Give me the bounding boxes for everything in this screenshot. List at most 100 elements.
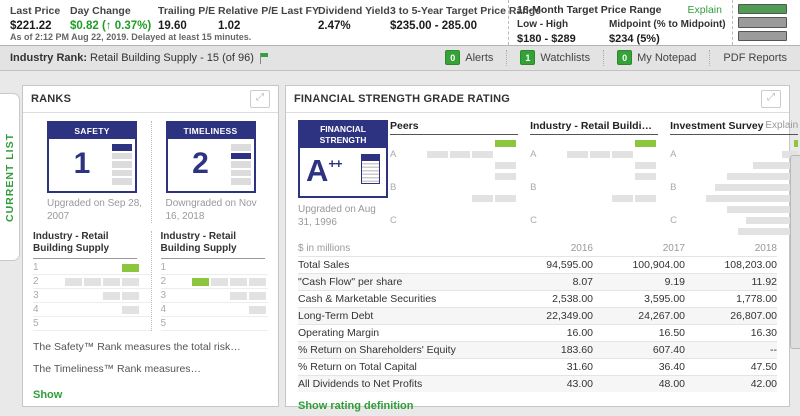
grade-cell [612, 184, 633, 191]
thumbnail-bar [738, 4, 787, 15]
distribution-cell [230, 291, 248, 300]
distribution-row: 5 [160, 317, 268, 331]
grade-row [530, 160, 658, 171]
distribution-cell [211, 264, 228, 272]
grade-cell [544, 195, 565, 202]
metric-label: Last Price [10, 5, 61, 17]
grade-bar-track [684, 151, 799, 158]
grade-cell [544, 206, 565, 213]
grade-column-industry-retail-buildi: Industry - Retail Buildi… A B C [530, 120, 659, 238]
grade-cell [495, 228, 516, 235]
distribution-cell [192, 320, 209, 328]
distribution-row: 1 [33, 261, 151, 275]
distribution-cell [46, 292, 63, 300]
industry-rank-bar: Industry Rank: Retail Building Supply - … [0, 46, 800, 71]
table-cell-value: 16.00 [566, 327, 593, 339]
distribution-cell [122, 277, 139, 286]
grade-cell [544, 217, 565, 224]
mini-bar [230, 152, 251, 159]
grade-row [390, 171, 518, 182]
grade-cell [427, 162, 448, 169]
grade-cell [404, 217, 425, 224]
target-18mo-section: 18-Month Target Price Range Explain Low … [508, 0, 732, 45]
grade-cell [635, 140, 657, 147]
financial-strength-panel-body: FINANCIAL STRENGTH A ++ Upgraded on Aug … [286, 113, 799, 412]
distribution-cell [211, 306, 228, 314]
as-of-timestamp: As of 2:12 PM Aug 22, 2019. Delayed at l… [10, 32, 252, 42]
pdf-reports-link[interactable]: PDF Reports [709, 50, 800, 66]
mini-bar [112, 161, 132, 168]
financial-strength-panel-title: FINANCIAL STRENGTH GRADE RATING [294, 93, 511, 105]
grade-cell [612, 151, 634, 158]
grade-row-label: B [390, 182, 397, 193]
grade-row: C [530, 215, 658, 226]
midpoint-block: Midpoint (% to Midpoint) $234 (5%) [609, 19, 726, 45]
grade-column-title: Investment Survey [670, 120, 764, 132]
low-high-value: $180 - $289 [517, 33, 576, 45]
distribution-cell [249, 264, 266, 272]
grade-bar-track [684, 162, 799, 169]
grade-row: A [390, 149, 518, 160]
grade-cell [472, 140, 493, 147]
table-cell-value: 42.00 [750, 378, 777, 390]
rank-card: TIMELINESS 2 [165, 121, 256, 193]
show-link[interactable]: Show [33, 389, 63, 401]
table-cell-value: 22,349.00 [546, 310, 593, 322]
grade-cell [426, 151, 448, 158]
table-row-label: Cash & Marketable Securities [298, 293, 437, 305]
distribution-cell [211, 277, 229, 286]
expand-icon[interactable]: ⤢ [761, 90, 781, 108]
watchlists-label: Watchlists [540, 51, 591, 64]
grade-cell [450, 184, 471, 191]
grade-cell [404, 162, 425, 169]
table-row-label: All Dividends to Net Profits [298, 378, 423, 390]
distribution-row-label: 3 [160, 290, 167, 301]
grade-row-label: A [390, 149, 397, 160]
grade-cell [427, 184, 448, 191]
timeliness-description: The Timeliness™ Rank measures… [33, 363, 202, 375]
distribution-cell [211, 292, 228, 300]
grade-modifier: ++ [328, 156, 342, 172]
distribution-cell [249, 291, 266, 300]
distribution-cell [192, 306, 209, 314]
grade-row: A [530, 149, 658, 160]
table-header-row: $ in millions 2016 2017 2018 [298, 240, 777, 256]
grade-cell [472, 151, 494, 158]
metric-value: 19.60 [158, 20, 187, 32]
distribution-cell [122, 320, 139, 328]
low-high-block: Low - High $180 - $289 [517, 19, 609, 45]
grade-cell [404, 228, 425, 235]
thumbnail-bar [738, 17, 787, 28]
grade-bar-track [684, 173, 799, 180]
mini-bar [112, 169, 132, 176]
grade-bar [737, 228, 799, 235]
grade-cell [472, 195, 494, 202]
distribution-cell [103, 291, 120, 300]
current-list-tab[interactable]: CURRENT LIST [0, 93, 20, 261]
expand-icon[interactable]: ⤢ [250, 90, 270, 108]
distribution-cell [65, 320, 82, 328]
table-cell-value: 9.19 [664, 276, 685, 288]
explain-link[interactable]: Explain [687, 4, 722, 16]
grade-cell [567, 195, 588, 202]
table-cell-value: 31.60 [566, 361, 593, 373]
grade-cell [567, 162, 588, 169]
distribution-row-label: 3 [33, 290, 39, 301]
metric-label: 3 to 5-Year Target Price Range [390, 5, 541, 17]
rank-card-safety: SAFETY 1 Upgraded on Sep 28, 2007 [33, 121, 151, 223]
distribution-row-label: 1 [33, 262, 39, 273]
grade-row [390, 160, 518, 171]
grade-row [670, 193, 799, 204]
grade-cell [635, 195, 657, 202]
industry-distribution: Industry - Retail Building Supply 1 2 3 4 5 [150, 231, 268, 331]
table-cell-value: 48.00 [658, 378, 685, 390]
grade-cell [567, 184, 588, 191]
grade-row [530, 193, 658, 204]
my-notepad-link[interactable]: 0 My Notepad [603, 50, 709, 66]
metric-value: 2.47% [318, 20, 351, 32]
watchlists-link[interactable]: 1 Watchlists [506, 50, 603, 66]
alerts-link[interactable]: 0 Alerts [432, 50, 506, 66]
explain-link[interactable]: Explain [765, 120, 799, 131]
rank-card-body: 1 [49, 139, 135, 191]
show-rating-definition-link[interactable]: Show rating definition [298, 400, 414, 412]
